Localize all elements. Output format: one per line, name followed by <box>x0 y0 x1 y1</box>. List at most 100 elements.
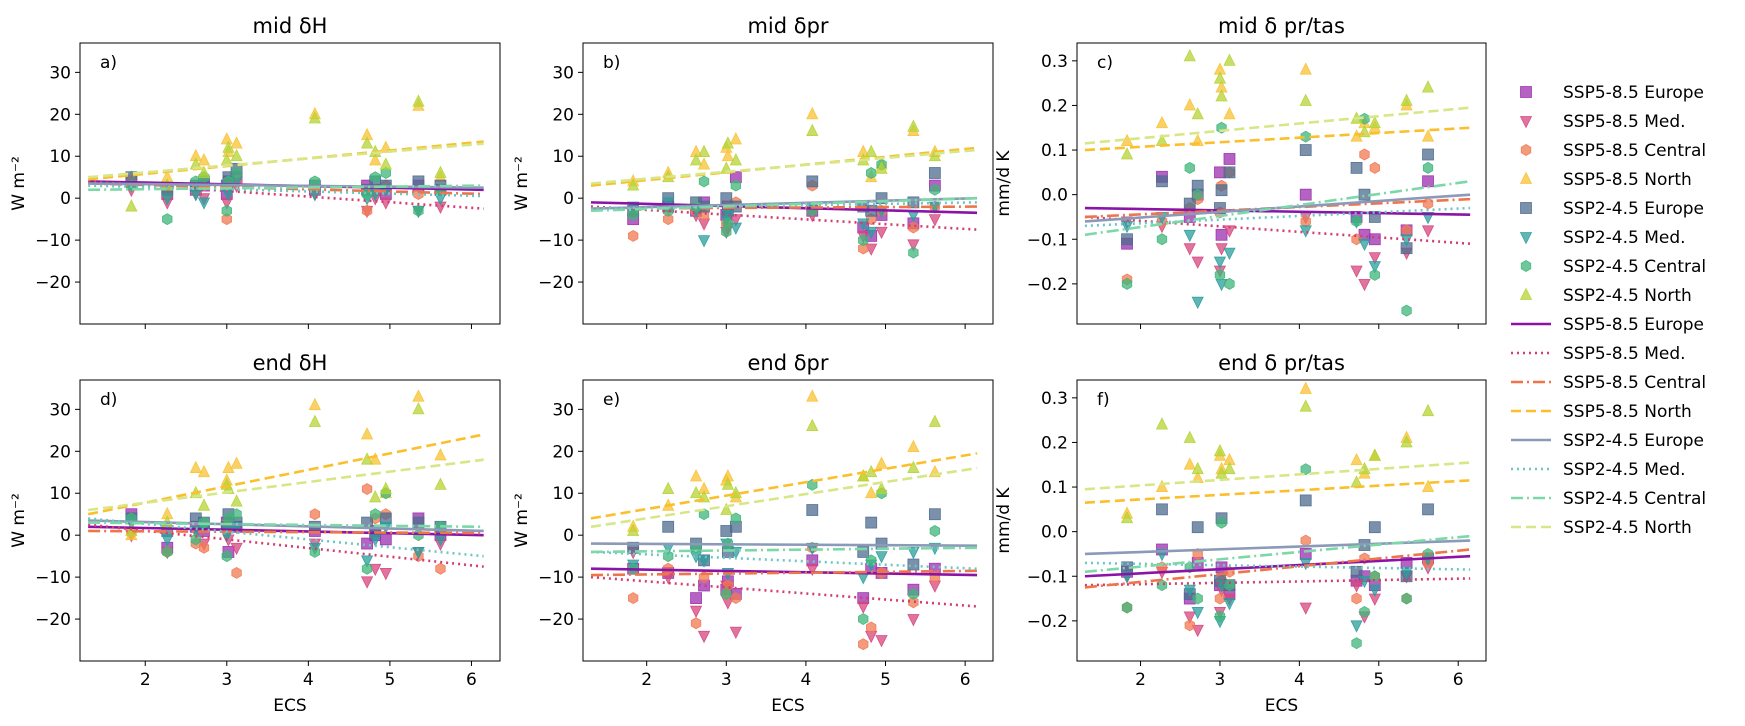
data-point <box>1156 503 1168 516</box>
regression-line-ssp5-8-5-europe <box>1084 206 1471 217</box>
legend-marker <box>1520 260 1532 272</box>
regression-line-ssp5-8-5-north <box>590 452 978 520</box>
data-point <box>379 533 392 546</box>
data-point <box>221 550 232 563</box>
points-ssp5-8-5-med- <box>627 547 942 648</box>
regression-line-ssp5-8-5-north <box>590 146 978 187</box>
data-point <box>866 621 877 634</box>
data-point <box>1183 48 1196 62</box>
data-point <box>1300 215 1311 228</box>
data-point <box>1299 494 1312 507</box>
data-point <box>412 547 425 560</box>
points-ssp2-4-5-europe <box>1121 144 1434 255</box>
y-tick-label: 20 <box>552 442 574 462</box>
data-point <box>1350 620 1363 633</box>
regression-line-ssp5-8-5-central <box>1084 548 1471 589</box>
data-point <box>1299 93 1312 106</box>
data-point <box>697 630 711 644</box>
data-point <box>720 502 733 515</box>
data-point <box>721 136 735 149</box>
points-ssp5-8-5-europe <box>627 554 941 604</box>
data-point <box>721 477 735 490</box>
data-point <box>907 547 920 560</box>
data-point <box>865 485 878 499</box>
axes-frame <box>79 379 501 662</box>
data-point <box>1422 503 1434 516</box>
data-point <box>928 148 942 162</box>
data-point <box>369 534 382 547</box>
data-point <box>1121 277 1133 290</box>
regression-line-ssp2-4-5-north <box>88 142 484 179</box>
data-point <box>1299 399 1312 412</box>
data-point <box>857 601 870 614</box>
data-point <box>231 566 242 579</box>
data-point <box>1368 115 1381 129</box>
data-point <box>907 439 920 453</box>
data-point <box>857 546 870 558</box>
data-point <box>689 605 703 619</box>
data-point <box>1421 80 1435 93</box>
data-point <box>1299 381 1312 394</box>
data-point <box>1223 247 1236 261</box>
data-point <box>1192 592 1203 605</box>
data-point <box>1351 215 1362 228</box>
data-point <box>1223 461 1236 475</box>
legend-label: SSP2-4.5 Europe <box>1563 199 1704 219</box>
data-point <box>1224 277 1235 290</box>
points-ssp2-4-5-central <box>1121 463 1434 650</box>
data-point <box>875 481 888 494</box>
data-point <box>730 592 742 605</box>
legend-item: SSP2-4.5 Europe <box>1511 431 1704 451</box>
panel-label: a) <box>100 53 117 73</box>
data-point <box>875 551 888 564</box>
panel-label: b) <box>603 53 620 73</box>
data-point <box>1351 637 1362 650</box>
legend-label: SSP2-4.5 Med. <box>1563 460 1686 480</box>
points-ssp2-4-5-north <box>627 414 942 536</box>
data-point <box>1192 188 1203 201</box>
regression-line-ssp2-4-5-europe <box>590 542 978 547</box>
legend-item: SSP5-8.5 Europe <box>1520 83 1704 103</box>
legend-item: SSP5-8.5 Europe <box>1511 315 1704 335</box>
regression-line-ssp2-4-5-central <box>1084 179 1471 237</box>
data-point <box>729 222 743 235</box>
x-tick-label: 5 <box>880 670 891 690</box>
data-point <box>435 562 446 575</box>
data-point <box>221 213 232 226</box>
data-point <box>222 140 235 153</box>
data-point <box>231 508 242 521</box>
axes-frame <box>582 379 994 662</box>
panel-title: end δpr <box>747 351 828 375</box>
y-tick-label: −20 <box>35 610 71 630</box>
y-tick-label: −10 <box>538 231 574 251</box>
data-point <box>627 229 639 242</box>
data-point <box>721 148 735 162</box>
data-point <box>360 136 374 149</box>
data-point <box>309 508 321 521</box>
data-point <box>1191 296 1204 310</box>
data-point <box>730 179 742 192</box>
data-point <box>221 204 232 217</box>
data-point <box>806 389 819 402</box>
data-point <box>1120 147 1134 160</box>
data-point <box>230 456 243 469</box>
legend-item: SSP2-4.5 Central <box>1511 489 1706 509</box>
points-ssp2-4-5-north <box>1120 399 1435 524</box>
y-axis-label: mm/d K <box>994 150 1014 217</box>
regression-line-ssp2-4-5-med- <box>590 550 978 571</box>
data-point <box>369 490 382 503</box>
x-tick-label: 2 <box>1135 670 1146 690</box>
data-point <box>1155 479 1169 492</box>
x-tick-label: 5 <box>1373 670 1384 690</box>
regression-line-ssp5-8-5-north <box>87 433 484 516</box>
data-point <box>434 448 447 461</box>
data-point <box>1421 129 1435 142</box>
regression-line-ssp5-8-5-north <box>1084 126 1471 152</box>
data-point <box>689 485 703 499</box>
data-point <box>1224 579 1235 592</box>
data-point <box>434 477 447 490</box>
data-point <box>197 153 211 166</box>
y-tick-label: −10 <box>35 231 71 251</box>
data-point <box>308 397 322 411</box>
data-point <box>1299 144 1312 156</box>
